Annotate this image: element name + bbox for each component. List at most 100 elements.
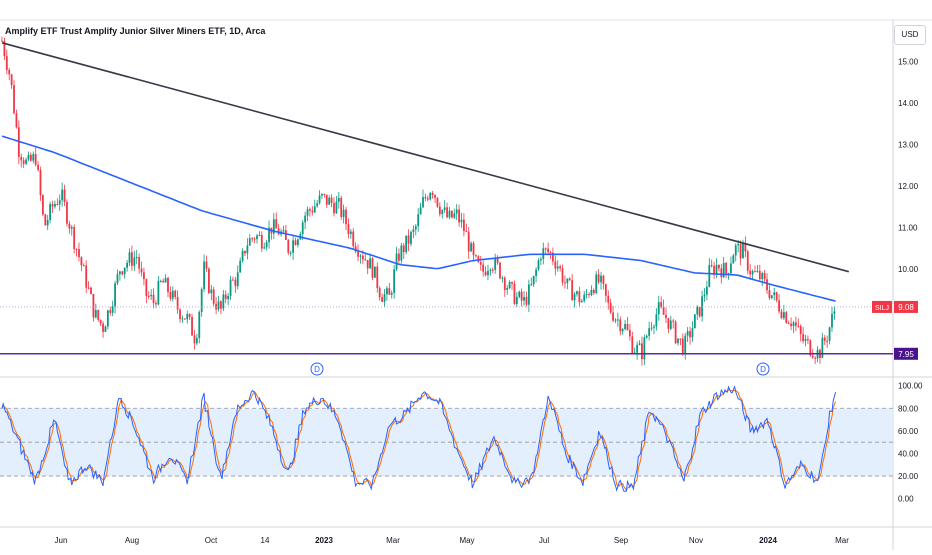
candle-body [484, 271, 487, 276]
candle-body [32, 154, 35, 161]
candle-body [376, 266, 379, 289]
candle-body [737, 244, 740, 246]
candle-body [155, 302, 157, 305]
candle-body [780, 311, 783, 319]
candle-body [186, 314, 189, 320]
candle-body [297, 239, 299, 246]
candle-body [705, 286, 708, 295]
candle-body [831, 313, 833, 328]
candle-body [13, 85, 15, 114]
candle-body [311, 210, 314, 213]
candle-body [773, 292, 776, 296]
candle-body [212, 289, 215, 304]
candle-body [513, 283, 516, 305]
candle-body [679, 338, 682, 340]
candle-body [708, 265, 711, 287]
chart-title: Amplify ETF Trust Amplify Junior Silver … [5, 26, 266, 36]
candle-body [268, 227, 270, 243]
candle-body [289, 252, 292, 254]
candle-body [588, 294, 590, 296]
candle-body [169, 292, 172, 299]
candle-body [693, 314, 696, 329]
candle-body [306, 209, 309, 216]
candle-body [236, 272, 239, 287]
candle-body [511, 281, 513, 284]
candle-body [775, 292, 778, 301]
candle-body [568, 278, 571, 281]
candle-body [626, 323, 629, 331]
candle-body [1, 40, 3, 42]
candle-body [515, 296, 518, 305]
candle-body [162, 280, 165, 283]
candle-body [54, 203, 56, 207]
currency-button[interactable]: USD [894, 25, 926, 45]
candle-body [749, 270, 752, 275]
candle-body [179, 309, 181, 320]
candle-body [518, 291, 521, 297]
candle-body [826, 340, 829, 342]
candle-body [388, 288, 391, 295]
candle-body [29, 154, 32, 161]
candle-body [381, 297, 384, 302]
candle-body [181, 318, 184, 320]
candle-body [725, 262, 728, 274]
candle-body [248, 238, 251, 246]
candle-body [354, 246, 357, 252]
candle-body [763, 273, 766, 280]
candle-body [535, 269, 537, 276]
candle-body [761, 273, 764, 280]
candle-body [195, 337, 198, 344]
time-tick-label: 14 [261, 536, 270, 545]
candle-body [118, 271, 121, 275]
support-badge-label: 7.95 [898, 350, 914, 359]
candle-body [383, 294, 386, 302]
candle-body [758, 270, 761, 280]
candle-body [361, 255, 364, 260]
candle-body [316, 203, 319, 207]
candle-body [790, 323, 792, 327]
candle-body [754, 271, 756, 273]
candle-body [366, 260, 369, 269]
candle-body [609, 302, 612, 313]
candle-body [470, 243, 473, 252]
candle-body [539, 258, 542, 261]
candle-body [109, 310, 112, 313]
candle-body [272, 219, 275, 234]
ticker-badge [872, 300, 892, 313]
candle-body [720, 268, 723, 278]
candle-body [66, 201, 68, 224]
candle-body [371, 258, 374, 278]
candle-body [8, 69, 11, 75]
time-tick-label: Mar [835, 536, 849, 545]
candle-body [176, 296, 179, 310]
candle-body [431, 193, 434, 196]
candle-body [698, 306, 701, 317]
candle-body [87, 287, 90, 289]
candle-body [802, 334, 805, 342]
candle-body [727, 273, 730, 275]
candle-body [450, 210, 453, 218]
candle-body [143, 272, 145, 280]
candle-body [410, 231, 412, 244]
candle-body [547, 248, 550, 253]
candle-body [523, 297, 525, 301]
candle-body [787, 322, 790, 324]
time-tick-label: Mar [386, 536, 400, 545]
candle-body [412, 229, 415, 232]
candle-body [426, 198, 429, 200]
descending-trendline [1, 42, 850, 273]
candle-body [602, 275, 605, 285]
candle-body [220, 301, 222, 309]
candle-body [330, 197, 333, 204]
candle-body [629, 330, 631, 337]
candle-body [145, 279, 148, 296]
price-tick-label: 15.00 [898, 57, 919, 66]
price-tick-label: 13.00 [898, 140, 919, 149]
candle-body [335, 201, 338, 214]
candle-body [41, 195, 44, 215]
candle-body [624, 323, 626, 330]
candle-body [97, 309, 100, 320]
candle-body [744, 243, 747, 252]
price-tick-label: 14.00 [898, 99, 919, 108]
